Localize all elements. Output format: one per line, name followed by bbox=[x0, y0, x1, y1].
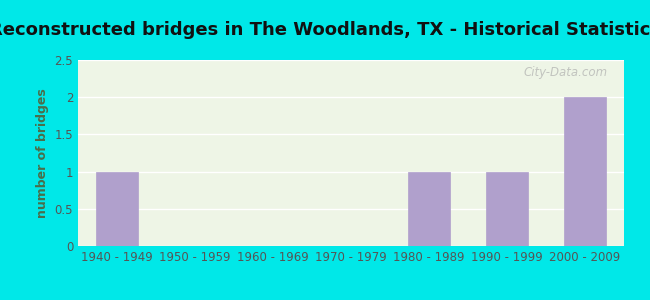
Text: Reconstructed bridges in The Woodlands, TX - Historical Statistics: Reconstructed bridges in The Woodlands, … bbox=[0, 21, 650, 39]
Bar bbox=[408, 172, 450, 246]
Bar bbox=[564, 97, 606, 246]
Text: City-Data.com: City-Data.com bbox=[523, 66, 608, 79]
Y-axis label: number of bridges: number of bridges bbox=[36, 88, 49, 218]
Bar bbox=[486, 172, 528, 246]
Bar bbox=[96, 172, 138, 246]
